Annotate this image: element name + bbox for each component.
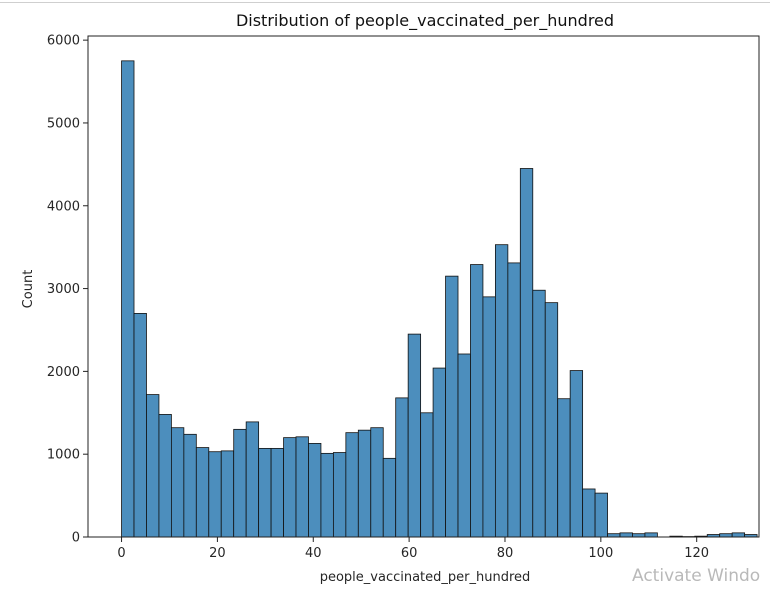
y-tick-label: 3000 (47, 282, 80, 297)
histogram-bar (208, 451, 222, 538)
histogram-bar (544, 302, 559, 538)
histogram-bar (482, 296, 496, 538)
histogram-bar (619, 532, 633, 538)
histogram-bar (258, 447, 272, 538)
histogram-bar (569, 370, 584, 538)
histogram-bar (594, 492, 608, 538)
y-axis-ticks: 0 1000 2000 3000 4000 5000 6000 (47, 34, 88, 546)
histogram-bar (457, 353, 471, 538)
histogram-bar (494, 244, 509, 538)
x-tick-label: 60 (401, 546, 418, 561)
x-tick-label: 100 (588, 546, 613, 561)
histogram-bar (170, 427, 185, 538)
histogram-bar (420, 412, 434, 538)
histogram-bar (270, 447, 284, 538)
x-axis-label: people_vaccinated_per_hundred (320, 570, 531, 585)
y-tick-label: 0 (72, 531, 80, 546)
histogram-bar (308, 443, 322, 538)
histogram-bar (432, 367, 446, 538)
histogram-bar (195, 447, 210, 538)
histogram-bar (644, 532, 658, 538)
histogram-bar (158, 414, 172, 538)
histogram-bar (133, 313, 147, 538)
activate-windows-watermark: Activate Windo (632, 566, 761, 586)
histogram-bar (370, 427, 384, 538)
x-tick-label: 40 (305, 546, 322, 561)
x-tick-label: 120 (684, 546, 709, 561)
histogram-bar (332, 452, 347, 538)
x-tick-label: 0 (117, 546, 125, 561)
y-tick-label: 1000 (47, 448, 80, 463)
histogram-bar (470, 264, 484, 538)
plot-frame (87, 35, 760, 538)
histogram-bar (121, 60, 135, 538)
histogram-bar (382, 457, 397, 538)
bars-group (121, 60, 758, 538)
histogram-bar (295, 436, 309, 538)
histogram-bar (283, 437, 297, 538)
histogram-bar (345, 432, 359, 538)
x-tick-label: 80 (497, 546, 514, 561)
histogram-bar (183, 433, 197, 538)
histogram-bar (557, 398, 571, 538)
top-border-line (0, 2, 770, 3)
y-tick-label: 4000 (47, 199, 80, 214)
histogram-bar (245, 421, 260, 538)
histogram-bar (731, 532, 746, 538)
histogram-bar (519, 168, 534, 538)
histogram-bar (357, 429, 372, 538)
histogram-bar (395, 397, 409, 538)
x-tick-label: 20 (209, 546, 226, 561)
y-tick-label: 6000 (47, 34, 80, 49)
x-axis-ticks: 0 20 40 60 80 100 120 (117, 537, 709, 561)
chart-title: Distribution of people_vaccinated_per_hu… (236, 11, 614, 31)
histogram-bar (445, 275, 459, 538)
histogram-bar (320, 452, 334, 538)
histogram-bar (407, 333, 422, 538)
y-tick-label: 5000 (47, 116, 80, 131)
y-tick-label: 2000 (47, 365, 80, 380)
y-axis-label: Count (21, 270, 36, 309)
histogram-bar (532, 289, 546, 538)
histogram-bar (582, 488, 596, 538)
histogram-bar (220, 450, 235, 538)
histogram-bar (507, 262, 521, 538)
histogram-bar (146, 394, 160, 538)
histogram-bar (233, 428, 247, 538)
